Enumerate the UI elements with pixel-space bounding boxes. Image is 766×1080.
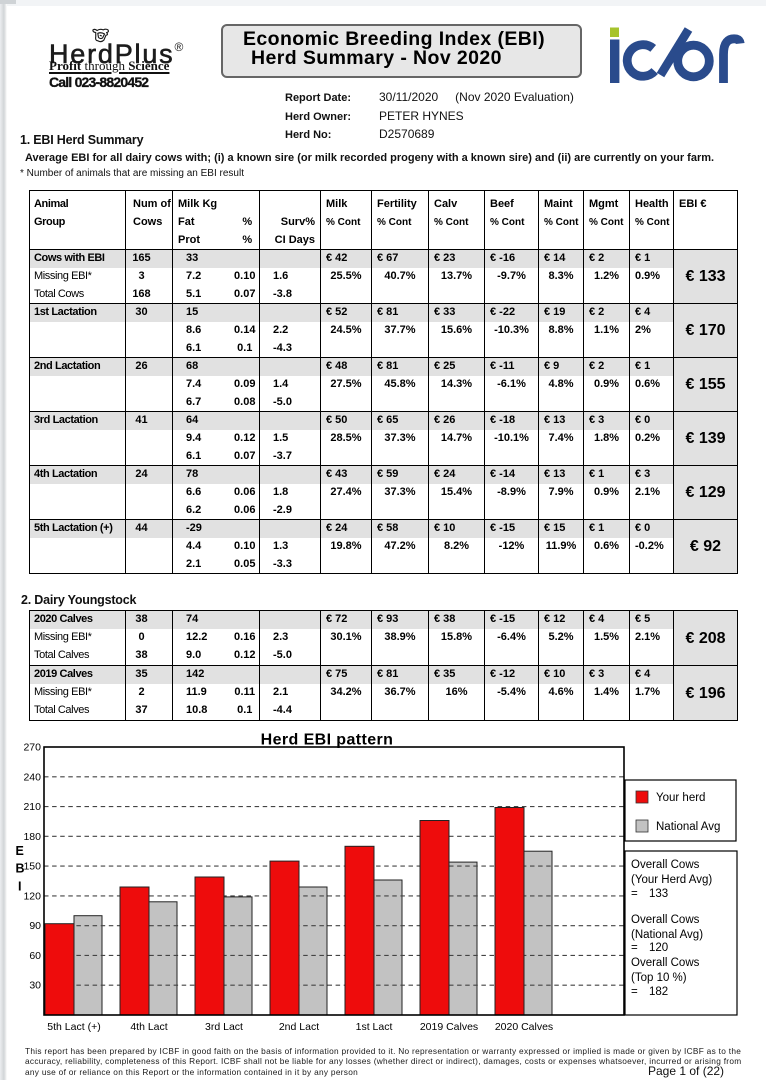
- svg-text:90: 90: [29, 920, 41, 932]
- svg-text:=: =: [631, 986, 638, 998]
- svg-text:1st Lact: 1st Lact: [356, 1021, 393, 1033]
- svg-text:3rd Lact: 3rd Lact: [205, 1021, 243, 1033]
- svg-text:2019 Calves: 2019 Calves: [420, 1021, 478, 1033]
- svg-text:(Your Herd Avg): (Your Herd Avg): [631, 874, 712, 886]
- svg-text:150: 150: [23, 861, 41, 873]
- svg-text:2nd Lact: 2nd Lact: [279, 1021, 319, 1033]
- svg-text:133: 133: [649, 888, 668, 900]
- svg-text:Overall Cows: Overall Cows: [631, 957, 700, 969]
- svg-text:Overall Cows: Overall Cows: [631, 859, 700, 871]
- svg-text:National Avg: National Avg: [656, 821, 720, 833]
- svg-text:240: 240: [23, 771, 41, 783]
- svg-text:180: 180: [23, 831, 41, 843]
- svg-text:182: 182: [649, 986, 668, 998]
- svg-text:B: B: [16, 862, 25, 876]
- svg-text:4th Lact: 4th Lact: [130, 1021, 167, 1033]
- svg-text:120: 120: [649, 942, 668, 954]
- svg-text:Overall Cows: Overall Cows: [631, 914, 700, 926]
- svg-text:Your herd: Your herd: [656, 792, 705, 804]
- svg-text:5th Lact (+): 5th Lact (+): [47, 1021, 100, 1033]
- svg-text:210: 210: [23, 801, 41, 813]
- svg-text:120: 120: [23, 890, 41, 902]
- svg-text:60: 60: [29, 950, 41, 962]
- svg-text:270: 270: [23, 742, 41, 754]
- svg-text:E: E: [16, 844, 24, 858]
- svg-text:(National Avg): (National Avg): [631, 929, 703, 941]
- svg-text:2020 Calves: 2020 Calves: [495, 1021, 553, 1033]
- svg-text:I: I: [18, 880, 21, 894]
- svg-text:Herd EBI pattern: Herd EBI pattern: [261, 732, 394, 749]
- svg-text:=: =: [631, 888, 638, 900]
- svg-text:=: =: [631, 942, 638, 954]
- svg-text:(Top 10 %): (Top 10 %): [631, 972, 687, 984]
- svg-text:30: 30: [29, 980, 41, 992]
